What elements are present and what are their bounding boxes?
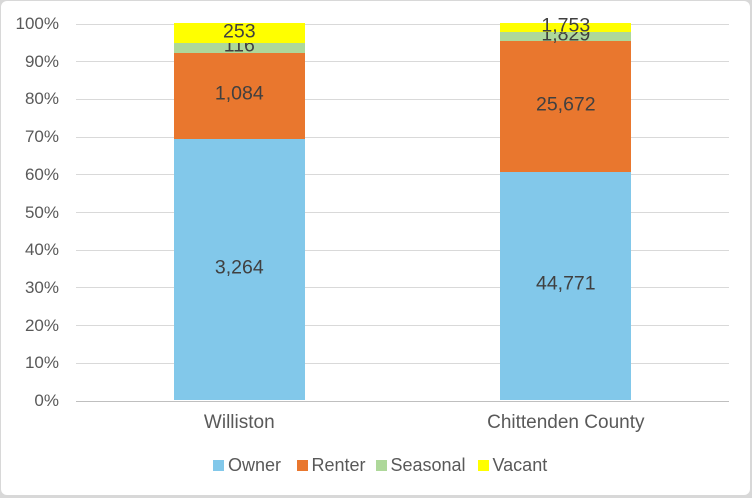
legend-label: Vacant	[492, 455, 548, 475]
gridline	[76, 287, 729, 289]
bar-stack-williston: 3,264 1,084 116 253	[173, 19, 305, 400]
x-axis-category-label: Williston	[203, 412, 275, 433]
legend-label: Owner	[228, 455, 282, 475]
gridline	[76, 61, 729, 63]
bar-segment-vacant	[500, 23, 632, 32]
bar-segment-seasonal	[173, 43, 305, 53]
y-axis-tick-label: 30%	[24, 277, 59, 297]
y-axis-tick-label: 50%	[24, 202, 59, 222]
legend-swatch-icon	[375, 459, 387, 471]
gridline	[76, 362, 729, 364]
y-axis-tick-label: 60%	[24, 164, 59, 184]
y-axis-tick-label: 0%	[34, 391, 59, 410]
gridline	[76, 212, 729, 213]
y-axis-tick-label: 10%	[24, 353, 59, 373]
bar-segment-renter	[500, 41, 632, 172]
gridline	[76, 325, 729, 327]
bar-segment-renter	[173, 52, 305, 140]
bar-segment-seasonal	[500, 31, 632, 42]
y-axis-tick-label: 40%	[24, 240, 59, 260]
gridline	[76, 249, 729, 251]
legend-swatch-icon	[296, 459, 308, 471]
data-label-renter: 1,084	[214, 82, 264, 105]
legend-label: Renter	[311, 455, 366, 475]
legend-item-owner: Owner	[213, 456, 281, 474]
legend-swatch-icon	[477, 459, 489, 471]
legend-item-renter: Renter	[296, 455, 366, 475]
data-label-vacant: 253	[223, 19, 256, 42]
legend-label: Seasonal	[390, 455, 466, 475]
data-label-owner: 3,264	[214, 256, 264, 279]
plot-area: 3,264 1,084 116 253 44,771 25,672 1,829 1,753	[76, 16, 729, 402]
y-axis-tick-label: 90%	[24, 51, 59, 71]
bar-segment-owner	[173, 139, 305, 400]
x-axis-line	[76, 400, 729, 402]
gridline	[76, 23, 729, 25]
bar-segment-vacant	[173, 23, 305, 44]
legend-item-vacant: Vacant	[477, 455, 548, 475]
legend-swatch-icon	[213, 459, 224, 471]
bar-segment-owner	[500, 172, 632, 400]
gridline	[76, 98, 729, 100]
x-axis-category-label: Chittenden County	[487, 412, 645, 433]
bar-stack-chittenden-county: 44,771 25,672 1,829 1,753	[500, 16, 632, 400]
y-axis-tick-label: 100%	[15, 14, 59, 33]
data-label-renter: 25,672	[535, 93, 596, 116]
gridline	[76, 174, 729, 176]
y-axis-tick-label: 80%	[24, 89, 59, 109]
data-label-vacant: 1,753	[541, 14, 591, 37]
legend-item-seasonal: Seasonal	[375, 455, 466, 475]
gridline	[76, 136, 729, 138]
data-label-owner: 44,771	[535, 272, 596, 295]
y-axis-tick-label: 20%	[24, 315, 59, 335]
y-axis-tick-label: 70%	[24, 127, 59, 147]
